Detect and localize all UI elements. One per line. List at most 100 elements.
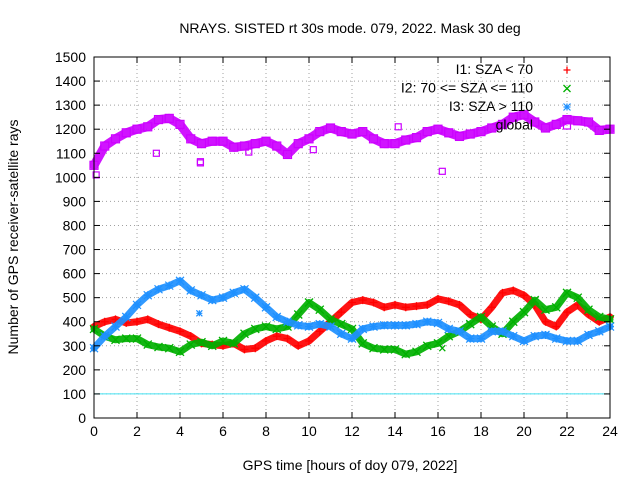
- data-point: [454, 131, 465, 142]
- data-point: [487, 303, 496, 312]
- legend: I1: SZA < 70 I2: 70 <= SZA <= 110 I3: SZA …: [401, 61, 572, 133]
- y-tick-label: 500: [63, 290, 87, 306]
- data-point: [552, 322, 561, 331]
- series-group-2: [89, 276, 615, 353]
- x-tick-label: 20: [516, 423, 532, 439]
- data-point: [508, 317, 518, 327]
- data-point: [262, 336, 270, 345]
- data-point: [390, 139, 400, 149]
- data-point: [465, 319, 475, 329]
- data-point: [594, 326, 604, 336]
- data-point: [369, 343, 378, 353]
- data-point: [315, 305, 325, 315]
- y-tick-label: 1000: [55, 169, 86, 185]
- data-point: [325, 123, 336, 133]
- data-point: [412, 347, 421, 357]
- data-point: [509, 286, 518, 295]
- data-point: [261, 136, 271, 146]
- data-point: [240, 345, 249, 354]
- data-point: [584, 330, 593, 340]
- data-point: [100, 141, 110, 151]
- data-point: [358, 127, 368, 137]
- data-point: [594, 312, 604, 322]
- data-point: [401, 303, 410, 312]
- data-point: [261, 322, 271, 332]
- data-point: [562, 336, 572, 346]
- data-point: [369, 322, 378, 331]
- data-point: [229, 142, 239, 152]
- data-point: [368, 134, 379, 144]
- x-tick-label: 24: [602, 423, 618, 439]
- data-point: [444, 324, 454, 334]
- outlier-point: [438, 167, 446, 175]
- data-point: [379, 320, 389, 330]
- data-point: [541, 317, 550, 326]
- data-point: [304, 298, 314, 307]
- data-point: [444, 331, 454, 341]
- x-tick-label: 6: [219, 423, 227, 439]
- data-point: [154, 284, 163, 294]
- data-point: [229, 288, 239, 298]
- legend-marker: [562, 121, 572, 130]
- data-point: [315, 127, 325, 137]
- data-point: [315, 319, 325, 329]
- data-point: [164, 281, 174, 291]
- legend-label: global: [496, 117, 533, 133]
- data-point: [100, 331, 110, 341]
- series-group-1: [89, 288, 615, 359]
- legend-label: I2: 70 <= SZA <= 110: [401, 80, 533, 96]
- data-point: [143, 340, 153, 350]
- data-point: [562, 114, 572, 125]
- data-point: [433, 124, 443, 134]
- data-point: [358, 296, 367, 305]
- x-tick-label: 16: [430, 423, 446, 439]
- data-point: [164, 343, 174, 353]
- data-point: [304, 134, 314, 144]
- y-tick-label: 700: [63, 242, 87, 258]
- data-point: [261, 302, 271, 312]
- data-point: [422, 127, 432, 137]
- x-tick-label: 10: [301, 423, 317, 439]
- data-point: [240, 329, 249, 339]
- data-point: [175, 119, 185, 129]
- data-point: [541, 305, 550, 315]
- data-point: [348, 298, 356, 307]
- legend-marker: [563, 84, 571, 93]
- data-point: [282, 149, 293, 160]
- data-point: [487, 326, 497, 336]
- x-tick-label: 18: [473, 423, 489, 439]
- data-point: [164, 113, 174, 123]
- data-point: [530, 295, 540, 305]
- data-point: [229, 338, 239, 348]
- y-tick-label: 1100: [56, 145, 86, 161]
- data-point: [143, 122, 153, 132]
- data-point: [412, 302, 421, 311]
- data-point: [326, 314, 335, 324]
- legend-marker: [563, 103, 571, 111]
- y-tick-label: 0: [78, 410, 86, 426]
- data-point: [379, 344, 389, 354]
- data-point: [380, 303, 389, 312]
- data-point: [293, 310, 303, 319]
- data-point: [175, 347, 185, 357]
- data-point: [369, 298, 378, 307]
- outlier-point: [394, 123, 402, 131]
- outlier-point: [195, 309, 203, 317]
- data-point: [336, 319, 346, 329]
- data-point: [455, 326, 464, 336]
- data-point: [186, 286, 196, 295]
- data-point: [401, 320, 411, 330]
- data-point: [186, 134, 196, 144]
- data-point: [132, 124, 142, 134]
- data-point: [197, 337, 206, 347]
- outlier-point: [438, 344, 446, 352]
- data-point: [498, 288, 507, 297]
- data-point: [390, 344, 400, 354]
- x-tick-label: 22: [559, 423, 575, 439]
- outlier-group: [92, 123, 446, 352]
- y-tick-label: 300: [63, 338, 87, 354]
- data-point: [433, 318, 443, 328]
- data-point: [250, 293, 260, 303]
- data-point: [455, 300, 464, 309]
